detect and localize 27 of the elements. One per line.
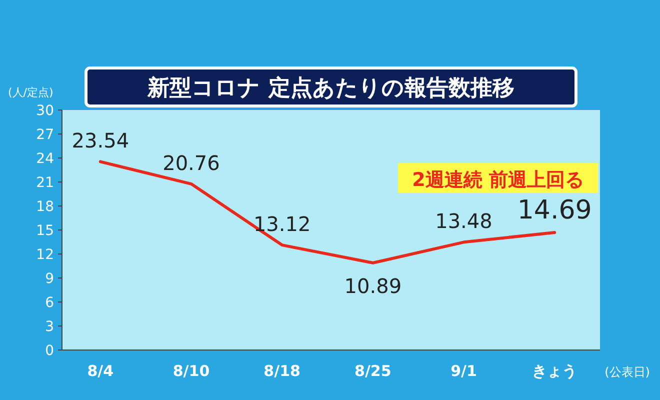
y-tick-label: 12 (36, 247, 54, 263)
y-tick-label: 27 (36, 127, 54, 143)
x-tick-label: 8/4 (87, 362, 114, 380)
data-label: 14.69 (517, 195, 592, 226)
y-tick-label: 30 (36, 103, 54, 119)
x-tick-label: きょう (532, 362, 578, 380)
x-axis-title: (公表日) (604, 365, 650, 379)
x-tick-label: 9/1 (450, 362, 477, 380)
y-tick-label: 0 (45, 343, 54, 359)
data-label: 20.76 (162, 150, 220, 175)
y-tick-label: 24 (36, 151, 54, 167)
chart-title: 新型コロナ 定点あたりの報告数推移 (146, 75, 514, 101)
x-tick-label: 8/25 (354, 362, 392, 380)
y-tick-label: 18 (36, 199, 54, 215)
data-label: 13.12 (253, 212, 311, 236)
annotation: 2週連続 前週上回る (412, 169, 584, 191)
x-tick-label: 8/10 (172, 362, 210, 380)
y-tick-label: 9 (45, 271, 54, 287)
y-tick-label: 3 (45, 319, 54, 335)
y-axis-title: (人/定点) (8, 86, 54, 99)
data-label: 13.48 (435, 209, 492, 234)
y-tick-label: 21 (36, 175, 54, 191)
y-tick-label: 6 (45, 295, 54, 311)
data-label: 10.89 (344, 274, 402, 298)
x-tick-label: 8/18 (264, 362, 300, 380)
y-tick-label: 15 (36, 223, 54, 239)
data-label: 23.54 (72, 128, 130, 153)
